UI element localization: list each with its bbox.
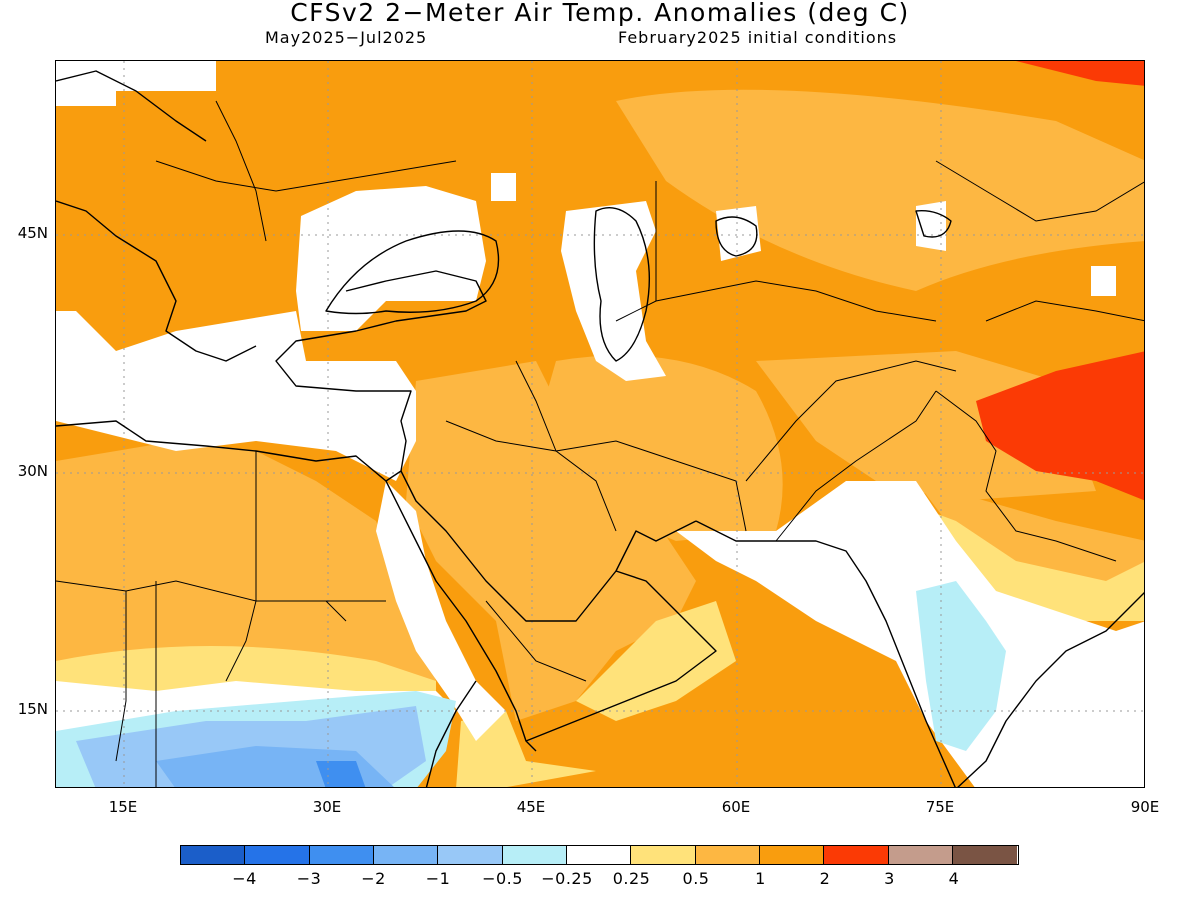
legend-label: −0.25: [541, 869, 593, 888]
legend-label: −0.5: [482, 869, 523, 888]
legend-label: 2: [819, 869, 831, 888]
color-legend: [180, 845, 1019, 865]
legend-label: 0.25: [612, 869, 651, 888]
anomaly-map: [55, 60, 1145, 788]
legend-swatch: [631, 846, 696, 864]
country-borders: [56, 100, 1144, 787]
legend-swatch: [953, 846, 1018, 864]
legend-label: −3: [296, 869, 322, 888]
legend-label: −1: [425, 869, 451, 888]
legend-label: 1: [755, 869, 766, 888]
legend-swatch: [888, 846, 954, 864]
lat-tick-label: 15N: [17, 700, 48, 718]
lat-tick-label: 30N: [17, 462, 48, 480]
valid-period: May2025−Jul2025: [265, 28, 428, 47]
anomaly-field-neg-2: [316, 761, 366, 787]
legend-label: 4: [948, 869, 960, 888]
anomaly-field-near-zero: [56, 61, 1144, 787]
legend-swatch: [374, 846, 439, 864]
anomaly-field-2to3: [976, 61, 1144, 501]
lon-tick-label: 75E: [925, 798, 955, 816]
lon-tick-label: 90E: [1130, 798, 1160, 816]
lon-tick-label: 60E: [721, 798, 751, 816]
chart-title: CFSv2 2−Meter Air Temp. Anomalies (deg C…: [290, 0, 910, 27]
legend-label: 3: [884, 869, 895, 888]
initial-conditions: February2025 initial conditions: [618, 28, 898, 47]
legend-swatch: [181, 846, 246, 864]
legend-swatch: [309, 846, 375, 864]
legend-swatch: [695, 846, 761, 864]
legend-swatch: [245, 846, 310, 864]
legend-swatch: [760, 846, 825, 864]
legend-swatch: [438, 846, 503, 864]
legend-label: −2: [361, 869, 386, 888]
anomaly-field-0.5to1: [56, 89, 1144, 721]
legend-swatch: [502, 846, 568, 864]
map-canvas: [56, 61, 1144, 787]
legend-label: −4: [232, 869, 257, 888]
lat-tick-label: 45N: [17, 224, 48, 242]
legend-swatch: [567, 846, 632, 864]
lon-tick-label: 15E: [108, 798, 138, 816]
graticule: [56, 61, 1144, 787]
coastlines: [56, 70, 1144, 787]
legend-swatch: [824, 846, 889, 864]
lon-tick-label: 30E: [312, 798, 342, 816]
legend-label: 0.5: [682, 869, 710, 888]
lon-tick-label: 45E: [516, 798, 546, 816]
